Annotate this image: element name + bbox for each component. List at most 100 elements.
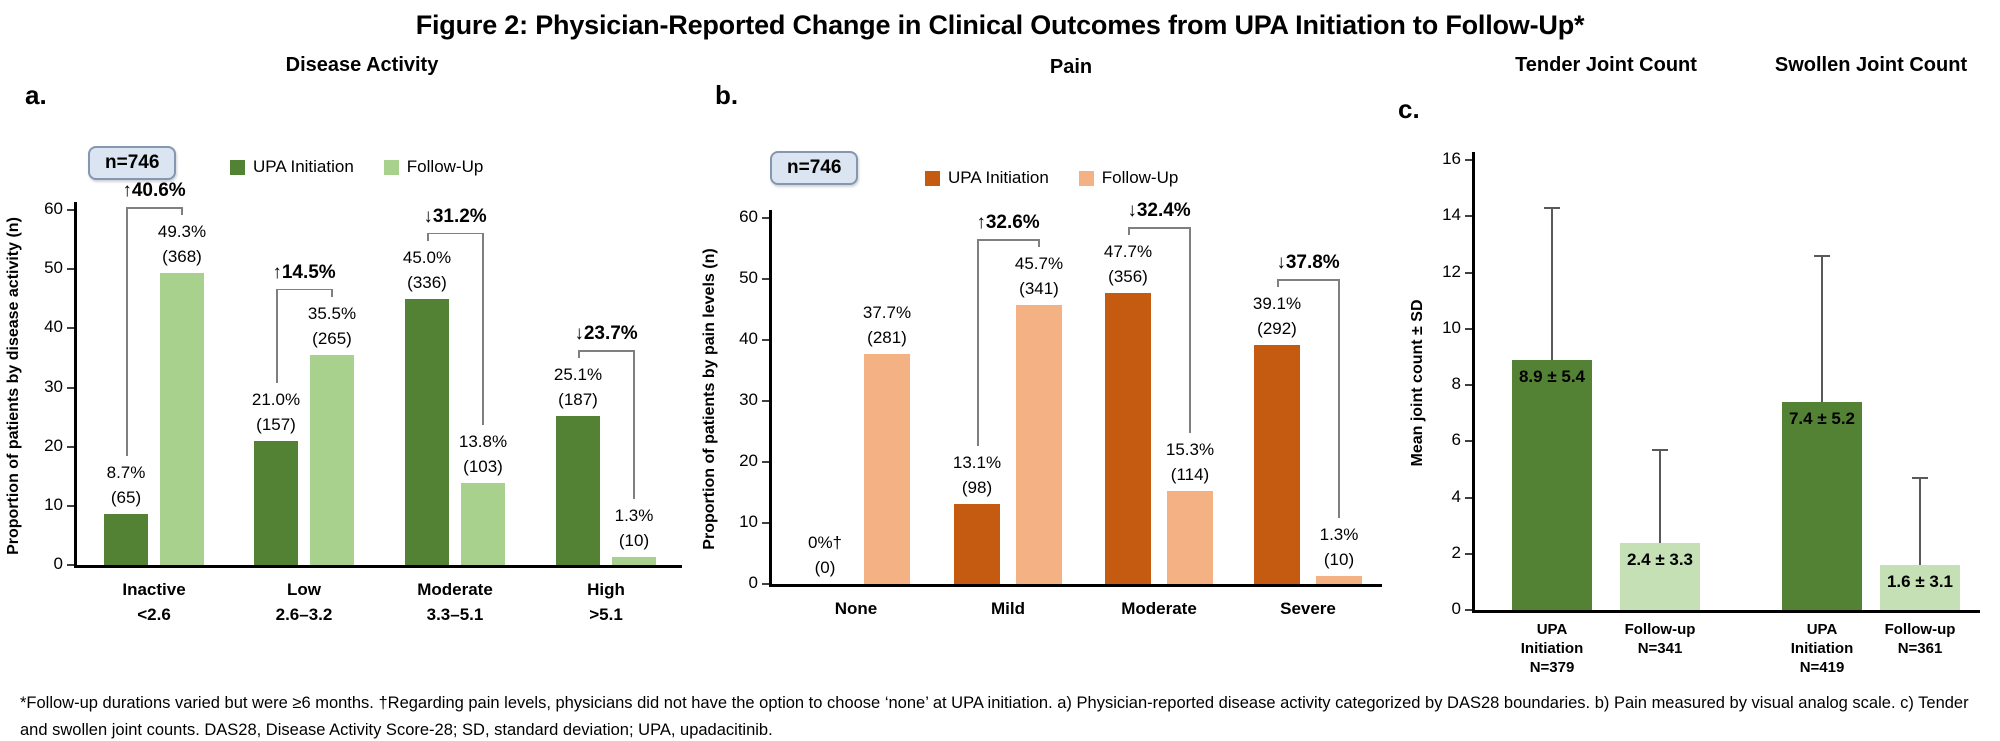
legend-item-follow-up: Follow-Up [1078, 168, 1179, 188]
y-tick-mark [67, 386, 74, 389]
bar-x-label-line: Initiation [1520, 640, 1584, 657]
bar-value-label: 25.1% (187) [530, 362, 626, 412]
bar-value-label-line: 0%† [807, 533, 843, 552]
bracket-left-leg [276, 288, 278, 383]
bracket-right-leg [1189, 227, 1191, 433]
legend-item-follow-up: Follow-Up [383, 157, 483, 177]
bar-value-label-line: (98) [961, 478, 993, 498]
bar-value-label-line: (114) [1170, 464, 1210, 484]
bar-x-label-line: UPA [1536, 621, 1568, 638]
panel-b-label: b. [715, 80, 739, 110]
bar-upa-initiation [954, 504, 1000, 584]
bar-value-label-line: 1.3% [1319, 525, 1359, 545]
bar-tender-joint-count [1512, 359, 1592, 610]
error-whisker-cap [1912, 476, 1928, 479]
bar-x-label-line: N=379 [1529, 659, 1575, 676]
change-label: ↑14.5% [272, 261, 336, 283]
bar-value-label-line: 35.5% [307, 303, 357, 323]
error-whisker-cap [1544, 206, 1560, 209]
x-axis [769, 584, 1382, 587]
bracket-right-leg [181, 207, 183, 216]
y-tick-mark [762, 522, 769, 524]
mean-sd-label: 7.4 ± 5.2 [1788, 408, 1856, 428]
y-tick-label: 10 [1442, 317, 1461, 337]
bar-x-label-line: N=341 [1637, 640, 1683, 657]
x-axis [1472, 610, 1980, 613]
y-tick-label: 40 [44, 317, 63, 337]
category-label-line: Severe [1280, 599, 1336, 618]
bar-value-label: 21.0% (157) [228, 387, 324, 437]
y-tick-label: 30 [739, 390, 758, 409]
error-whisker-cap [1652, 448, 1668, 451]
bar-x-label-line: N=419 [1799, 659, 1845, 676]
bar-value-label: 8.7% (65) [78, 460, 174, 510]
y-tick-label: 10 [44, 494, 63, 514]
change-label: ↓32.4% [1127, 200, 1191, 222]
y-tick-label: 8 [1451, 374, 1461, 393]
change-label: ↑40.6% [122, 180, 186, 202]
category-label-line: <2.6 [137, 605, 171, 624]
bracket-left-leg [126, 207, 128, 456]
bar-x-label-line: Initiation [1790, 640, 1854, 657]
bar-x-label: Follow-up N=341 [1600, 620, 1720, 658]
bracket-left-leg [578, 350, 580, 359]
y-tick-mark [762, 583, 769, 585]
y-tick-mark [762, 278, 769, 280]
bracket-right-leg [1338, 279, 1340, 519]
category-label-line: Moderate [1121, 599, 1197, 618]
bar-upa-initiation [556, 416, 600, 565]
y-tick-label: 0 [1451, 599, 1461, 618]
x-axis [74, 565, 682, 568]
bar-value-label: 37.7% (281) [839, 300, 935, 350]
change-label: ↓31.2% [423, 205, 487, 227]
legend-label: UPA Initiation [948, 168, 1049, 187]
figure-title: Figure 2: Physician-Reported Change in C… [415, 10, 1585, 40]
y-tick-label: 16 [1442, 149, 1461, 168]
bar-value-label: 1.3% (10) [1291, 522, 1387, 572]
category-label: Low 2.6–3.2 [229, 577, 379, 627]
bar-swollen-joint-count [1782, 401, 1862, 610]
error-whisker [1919, 477, 1921, 565]
bracket-left-leg [427, 232, 429, 241]
error-whisker [1821, 255, 1823, 402]
y-tick-mark [762, 339, 769, 341]
panel-c-title-swollen: Swollen Joint Count [1774, 54, 1968, 76]
y-tick-label: 0 [53, 554, 63, 573]
bar-value-label-line: (10) [1323, 550, 1355, 570]
y-tick-mark [67, 268, 74, 271]
bracket-top [1277, 279, 1339, 281]
category-label-line: Inactive [122, 580, 186, 599]
y-tick-mark [1465, 271, 1472, 274]
bar-value-label-line: (341) [1019, 279, 1059, 299]
category-label-line: 2.6–3.2 [275, 605, 333, 624]
error-whisker [1659, 449, 1661, 543]
panel-c-title-tender: Tender Joint Count [1515, 54, 1697, 76]
bar-value-label-line: 37.7% [862, 303, 912, 323]
y-tick-label: 50 [739, 268, 758, 287]
y-tick-mark [1465, 440, 1472, 443]
bar-value-label: 49.3% (368) [134, 219, 230, 269]
change-label: ↓23.7% [574, 323, 638, 345]
y-axis [74, 202, 77, 568]
category-label: Severe [1233, 596, 1383, 621]
bar-x-label-line: N=361 [1897, 640, 1943, 657]
bracket-left-leg [1128, 227, 1130, 236]
bar-follow-up [1316, 576, 1362, 584]
bar-follow-up [310, 354, 354, 565]
bar-follow-up [612, 557, 656, 565]
bar-value-label-line: 1.3% [614, 506, 654, 526]
legend-swatch [1078, 170, 1094, 186]
bar-follow-up [160, 273, 204, 565]
y-tick-mark [67, 504, 74, 507]
legend-label: Follow-Up [1101, 168, 1179, 187]
y-tick-mark [67, 209, 74, 211]
change-label: ↓37.8% [1276, 252, 1340, 274]
y-tick-label: 4 [1451, 486, 1461, 506]
bar-value-label-line: 13.1% [952, 453, 1002, 473]
y-tick-mark [762, 461, 769, 463]
bar-follow-up [461, 483, 505, 565]
bar-follow-up [864, 354, 910, 584]
bar-tender-joint-count [1620, 542, 1700, 610]
bar-value-label: 35.5% (265) [284, 301, 380, 351]
bar-value-label-line: 45.7% [1014, 254, 1064, 274]
